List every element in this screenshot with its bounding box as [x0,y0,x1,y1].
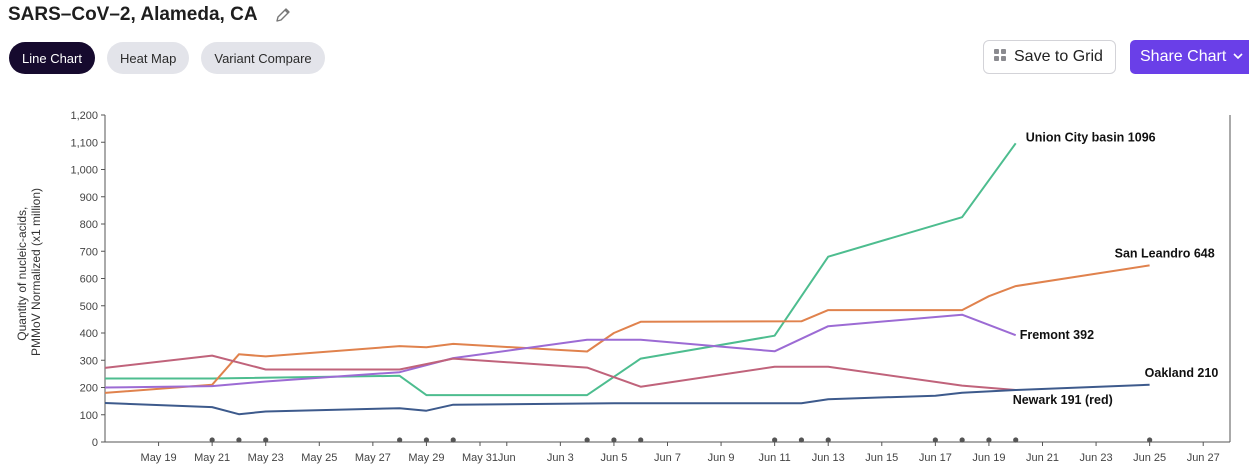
y-tick-label: 1,100 [70,137,98,149]
x-tick-label: May 25 [301,452,337,464]
y-tick-label: 500 [80,301,98,313]
save-to-grid-label: Save to Grid [1014,48,1103,65]
sample-date-dot [584,437,590,443]
tab-line-chart[interactable]: Line Chart [9,42,95,74]
sample-date-dot [611,437,617,443]
chart-type-tabs: Line Chart Heat Map Variant Compare [9,42,325,74]
x-tick-label: Jun 27 [1187,452,1220,464]
x-tick-label: May 23 [248,452,284,464]
y-tick-label: 1,200 [70,110,98,122]
series-end-label: San Leandro 648 [1115,246,1215,260]
x-tick-label: May 31 [462,452,498,464]
y-tick-label: 700 [80,246,98,258]
y-tick-label: 0 [92,437,98,449]
x-tick-label: Jun 15 [865,452,898,464]
x-tick-label: May 29 [408,452,444,464]
x-tick-label: May 21 [194,452,230,464]
sample-date-dot [1013,437,1019,443]
sample-date-dot [798,437,805,443]
y-axis-label: Quantity of nucleic-acids, PMMoV Normali… [15,188,43,356]
x-tick-label: May 19 [141,452,177,464]
y-tick-label: 800 [80,219,98,231]
save-to-grid-button[interactable]: Save to Grid [983,40,1116,74]
tab-heat-map[interactable]: Heat Map [106,42,190,74]
y-tick-label: 100 [80,410,98,422]
sample-date-dot [209,437,215,443]
x-tick-label: Jun 21 [1026,452,1059,464]
x-tick-label: Jun 25 [1133,452,1166,464]
x-tick-label: May 27 [355,452,391,464]
chevron-down-icon [1232,48,1244,66]
x-tick-label: Jun 13 [812,452,845,464]
sample-date-dot [397,437,403,443]
sample-date-dot [932,437,938,443]
series-end-label: Oakland 210 [1145,366,1219,380]
sample-date-dot [1147,437,1153,443]
sample-date-dot [236,437,242,443]
y-tick-label: 300 [80,355,98,367]
sample-date-dot [638,437,644,443]
share-chart-label: Share Chart [1140,48,1227,65]
x-tick-label: Jun [498,452,516,464]
series-end-label: Newark 191 (red) [1013,393,1113,407]
y-tick-label: 600 [80,274,98,286]
share-chart-button[interactable]: Share Chart [1130,40,1249,74]
x-tick-label: Jun 5 [600,452,627,464]
x-tick-label: Jun 17 [919,452,952,464]
series-line-san-leandro [104,264,1150,394]
x-tick-label: Jun 9 [708,452,735,464]
series-line-newark [104,354,1016,391]
series-end-label: Fremont 392 [1020,328,1094,342]
sample-date-dot [772,437,778,443]
pencil-icon[interactable] [274,6,292,24]
sample-date-dot [450,437,456,443]
x-tick-label: Jun 3 [547,452,574,464]
y-tick-label: 400 [80,328,98,340]
grid-icon [994,48,1006,66]
x-tick-label: Jun 19 [972,452,1005,464]
x-tick-label: Jun 23 [1080,452,1113,464]
sample-date-dot [263,437,269,443]
sample-date-dot [959,437,965,443]
page-title-row: SARS–CoV–2, Alameda, CA [8,4,292,26]
y-tick-label: 200 [80,383,98,395]
y-tick-label: 1,000 [70,165,98,177]
tab-variant-compare[interactable]: Variant Compare [201,42,325,74]
series-end-label: Union City basin 1096 [1026,130,1156,144]
sample-date-dot [825,437,831,443]
series-line-fremont [104,313,1017,389]
sample-date-dot [986,437,992,443]
x-tick-label: Jun 7 [654,452,681,464]
series-line-union-city-basin [105,142,1017,397]
page-title: SARS–CoV–2, Alameda, CA [8,4,258,25]
x-tick-label: Jun 11 [759,452,791,464]
series-line-oakland [104,383,1150,416]
sample-date-dot [423,437,430,443]
y-tick-label: 900 [80,192,98,204]
